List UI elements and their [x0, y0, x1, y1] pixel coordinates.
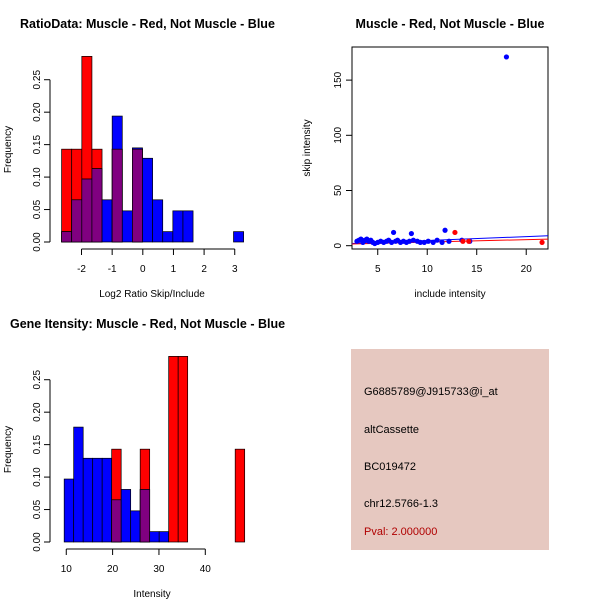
point-not-muscle — [425, 238, 431, 244]
x-tick-label: -2 — [77, 264, 86, 275]
y-tick-label: 0.10 — [32, 467, 43, 487]
y-tick-label: 0.10 — [32, 167, 43, 187]
y-tick-label: 150 — [333, 71, 344, 88]
y-tick-label: 0.05 — [32, 199, 43, 219]
x-axis-label: Intensity — [133, 589, 170, 600]
pval-text: Pval: 2.000000 — [364, 526, 438, 538]
x-tick-label: -1 — [108, 264, 117, 275]
bar-muscle — [234, 448, 246, 543]
point-muscle — [452, 229, 458, 236]
x-tick-label: 15 — [471, 264, 483, 275]
intensity-scatterplot: 5 10 15 20 0 50 100 150 include intensity skip in… — [302, 17, 549, 300]
y-tick-label: 0.20 — [32, 402, 43, 422]
bar-not-muscle — [121, 210, 133, 243]
y-tick-label: 0.00 — [32, 232, 43, 252]
point-not-muscle — [406, 238, 413, 244]
y-tick-label: 0.25 — [32, 70, 43, 90]
bar-not-muscle — [73, 426, 84, 543]
point-not-muscle — [417, 239, 423, 245]
y-tick-label: 50 — [333, 184, 344, 196]
bar-overlap — [61, 231, 73, 243]
bar-overlap — [139, 489, 151, 543]
bar-not-muscle — [101, 199, 113, 243]
bar-overlap — [132, 148, 143, 243]
chart-title: RatioData: Muscle - Red, Not Muscle - Bl… — [20, 17, 275, 31]
plot-frame — [351, 46, 549, 250]
bar-muscle — [168, 356, 179, 543]
point-not-muscle — [421, 239, 427, 245]
bar-not-muscle — [130, 510, 141, 543]
point-muscle — [460, 238, 466, 244]
x-tick-label: 3 — [232, 264, 238, 275]
y-tick-label: 0.20 — [32, 102, 43, 122]
bar-overlap — [91, 168, 103, 243]
x-tick-label: 10 — [422, 264, 434, 275]
y-tick-label: 0.25 — [32, 370, 43, 390]
bar-not-muscle — [101, 457, 113, 543]
point-not-muscle — [439, 239, 445, 245]
bar-overlap — [111, 499, 122, 543]
x-tick-label: 20 — [107, 564, 119, 575]
point-not-muscle — [410, 237, 416, 243]
probe-info-panel: G6885789@J915733@i_at altCassette BC0194… — [351, 349, 549, 550]
y-axis-label: skip intensity — [302, 119, 313, 176]
bar-not-muscle — [92, 457, 103, 543]
y-tick-label: 100 — [333, 127, 344, 144]
y-axis-label: Frequency — [3, 126, 14, 173]
point-not-muscle — [442, 227, 448, 233]
x-axis-label: include intensity — [414, 289, 485, 300]
bar-overlap — [81, 178, 93, 243]
y-axis-label: Frequency — [3, 426, 14, 473]
bar-not-muscle — [162, 231, 174, 243]
probe-id-text: G6885789@J915733@i_at — [364, 386, 498, 398]
y-tick-label: 0.15 — [32, 134, 43, 154]
accession-text: BC019472 — [364, 461, 416, 473]
x-tick-label: 1 — [171, 264, 177, 275]
point-not-muscle — [408, 230, 414, 237]
x-tick-label: 2 — [201, 264, 207, 275]
bar-not-muscle — [152, 199, 164, 243]
bar-not-muscle — [120, 489, 132, 543]
chart-title: Muscle - Red, Not Muscle - Blue — [356, 17, 545, 31]
x-tick-label: 20 — [521, 264, 533, 275]
point-muscle — [539, 239, 545, 245]
bar-not-muscle — [149, 531, 160, 543]
x-axis-label: Log2 Ratio Skip/Include — [99, 289, 205, 300]
x-tick-label: 5 — [375, 264, 381, 275]
bar-not-muscle — [233, 231, 244, 243]
point-not-muscle — [434, 237, 440, 243]
bar-not-muscle — [82, 457, 94, 543]
x-tick-label: 10 — [61, 564, 73, 575]
x-tick-label: 30 — [153, 564, 165, 575]
y-tick-label: 0.05 — [32, 499, 43, 519]
bar-not-muscle — [63, 478, 75, 543]
bar-not-muscle — [172, 210, 184, 243]
bar-not-muscle — [182, 210, 194, 243]
chart-title: Gene Itensity: Muscle - Red, Not Muscle … — [10, 317, 285, 331]
location-text: chr12.5766-1.3 — [364, 498, 438, 510]
point-not-muscle — [430, 239, 436, 245]
point-not-muscle — [388, 239, 395, 245]
y-tick-label: 0.00 — [32, 532, 43, 552]
intensity-histogram: 10 20 30 40 0.00 0.05 0.10 0.15 0.20 0.25 Intensit… — [3, 317, 285, 600]
bar-not-muscle — [142, 157, 153, 243]
bar-not-muscle — [158, 531, 170, 543]
y-tick-label: 0.15 — [32, 434, 43, 454]
x-tick-label: 0 — [140, 264, 146, 275]
point-muscle — [466, 238, 472, 244]
x-tick-label: 40 — [200, 564, 212, 575]
bar-overlap — [71, 199, 83, 243]
point-not-muscle — [503, 54, 510, 60]
point-not-muscle — [390, 229, 397, 236]
bar-muscle — [177, 356, 189, 543]
y-tick-label: 0 — [333, 242, 344, 248]
event-type-text: altCassette — [364, 424, 420, 436]
point-not-muscle — [446, 238, 452, 244]
bar-overlap — [111, 148, 123, 243]
ratio-histogram: -2 -1 0 1 2 3 0.00 0.05 0.10 0.15 0.20 0.25 Log2 Rat… — [3, 17, 275, 300]
bar-muscle — [61, 148, 73, 243]
